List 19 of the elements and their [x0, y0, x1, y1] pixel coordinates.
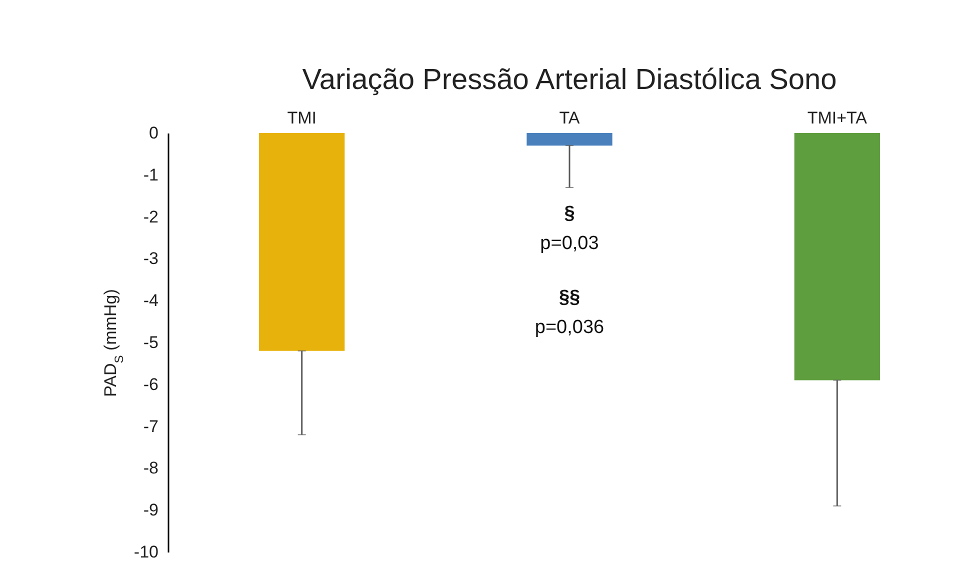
y-tick-label: -10	[134, 542, 158, 562]
x-tick-label: TMI+TA	[807, 108, 868, 128]
y-tick-label: -4	[143, 291, 158, 310]
x-tick-label: TMI	[287, 108, 316, 128]
chart-title: Variação Pressão Arterial Diastólica Sono	[302, 64, 837, 96]
annotation: p=0,03	[540, 233, 599, 254]
y-tick-label: -9	[143, 500, 158, 520]
annotation: §	[564, 203, 575, 224]
y-tick-label: -7	[143, 416, 158, 436]
y-tick-label: -3	[143, 249, 158, 268]
y-tick-label: 0	[149, 124, 158, 142]
y-tick-label: -1	[143, 165, 158, 184]
annotation: §§	[558, 287, 580, 308]
x-tick-label: TA	[559, 108, 580, 128]
y-tick-label: -8	[143, 458, 158, 478]
y-tick-label: -6	[143, 374, 158, 394]
y-tick-label: -5	[143, 333, 158, 352]
annotation: p=0,036	[534, 317, 604, 338]
y-tick-label: -2	[143, 207, 158, 226]
